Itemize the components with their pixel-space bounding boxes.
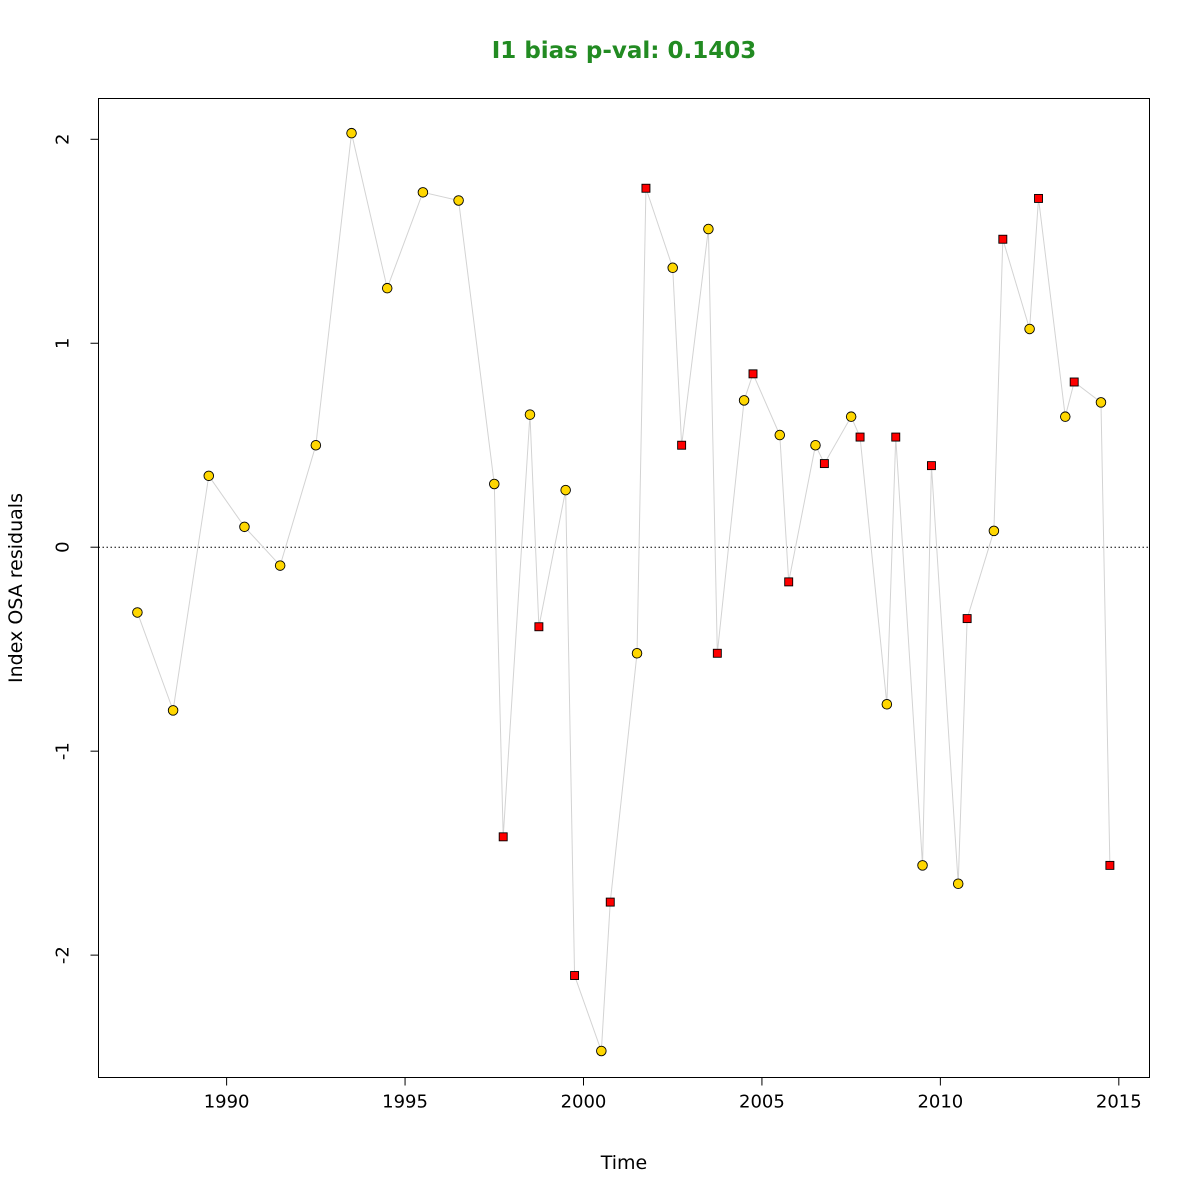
data-point-square <box>1034 193 1043 203</box>
data-point-circle <box>810 439 821 451</box>
data-point-circle <box>453 195 464 206</box>
data-point-circle <box>631 648 643 659</box>
data-point-circle <box>952 878 964 889</box>
data-point-circle <box>524 409 536 420</box>
data-point-circle <box>417 187 429 198</box>
data-point-circle <box>703 223 714 235</box>
y-tick-label: -1 <box>53 742 74 760</box>
data-point-circle <box>381 282 393 294</box>
connector-line <box>136 133 1111 1052</box>
x-tick-label: 2010 <box>917 1092 963 1113</box>
data-point-circle <box>845 411 857 422</box>
data-point-circle <box>667 262 678 274</box>
data-point-square <box>998 234 1008 244</box>
data-point-circle <box>881 699 893 710</box>
data-point-circle <box>1095 397 1107 408</box>
data-point-circle <box>167 705 179 716</box>
data-point-square <box>570 971 580 980</box>
data-point-square <box>926 461 936 471</box>
data-point-square <box>1069 377 1079 387</box>
x-axis: 1990 1995 2000 2005 2010 2015 <box>204 1077 1142 1113</box>
data-point-circle <box>917 860 928 871</box>
x-tick-label: 2000 <box>561 1092 607 1113</box>
x-tick-label: 1990 <box>204 1092 250 1113</box>
data-point-square <box>784 577 794 587</box>
chart-title: I1 bias p-val: 0.1403 <box>492 38 757 64</box>
data-point-circle <box>203 470 215 482</box>
data-point-square <box>1105 860 1115 870</box>
data-point-square <box>748 369 758 379</box>
data-point-circle <box>738 395 750 406</box>
x-tick-label: 2015 <box>1096 1092 1142 1113</box>
data-point-circle <box>239 521 250 533</box>
data-point-square <box>498 832 508 842</box>
y-tick-label: 1 <box>53 338 74 349</box>
data-point-circle <box>346 127 357 139</box>
connector-lines <box>136 133 1111 1052</box>
data-point-circle <box>132 607 143 618</box>
data-point-circle <box>774 429 786 441</box>
x-tick-label: 1995 <box>382 1092 428 1113</box>
data-point-square <box>605 897 615 907</box>
y-axis-label: Index OSA residuals <box>5 493 27 683</box>
data-point-square <box>641 183 651 193</box>
x-axis-label: Time <box>600 1152 648 1174</box>
data-point-square <box>534 622 544 632</box>
data-point-square <box>855 432 865 442</box>
data-point-circle <box>489 478 500 490</box>
data-point-circle <box>1024 323 1035 335</box>
y-tick-label: -2 <box>53 946 74 964</box>
x-tick-label: 2005 <box>739 1092 785 1113</box>
data-point-circle <box>596 1045 607 1057</box>
data-point-square <box>819 459 829 469</box>
data-point-circle <box>310 439 322 451</box>
data-point-circle <box>988 525 1000 537</box>
y-tick-label: 0 <box>53 541 74 552</box>
data-point-square <box>891 432 901 442</box>
data-point-square <box>962 614 972 624</box>
data-point-square <box>712 648 722 658</box>
data-point-circle <box>274 560 286 571</box>
data-points <box>132 127 1115 1057</box>
plot-frame <box>98 98 1150 1078</box>
y-axis: -2 -1 0 1 2 <box>53 134 99 964</box>
data-point-circle <box>1060 411 1071 422</box>
data-point-square <box>677 440 687 450</box>
data-point-circle <box>560 484 571 496</box>
y-tick-label: 2 <box>53 134 74 145</box>
